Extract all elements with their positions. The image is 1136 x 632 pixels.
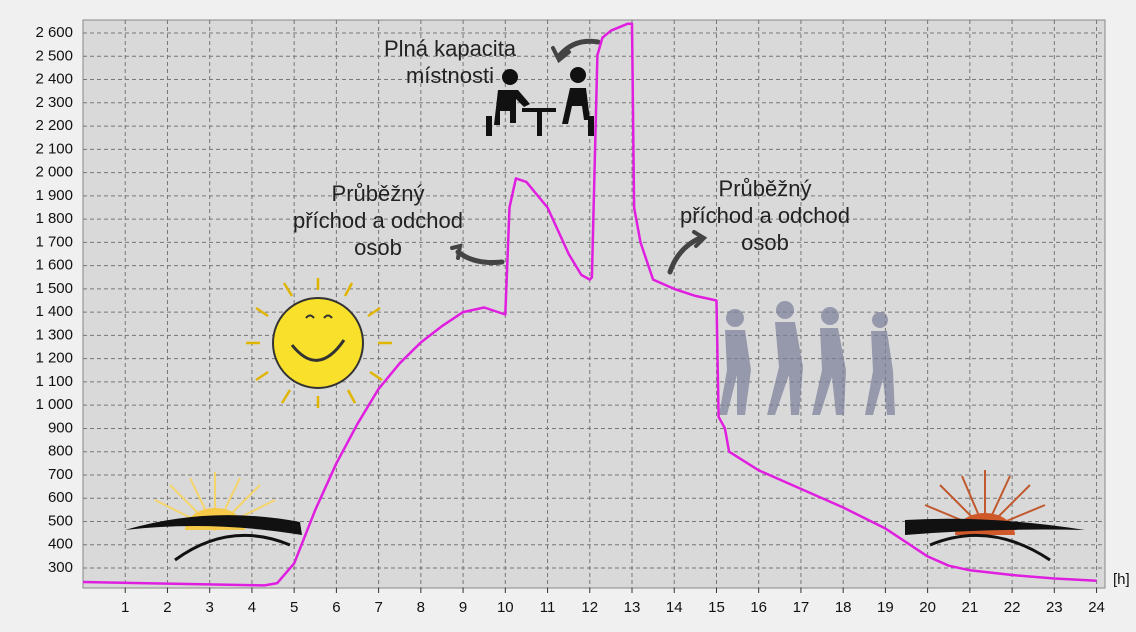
- y-tick-label: 2 200: [35, 117, 73, 134]
- y-tick-label: 1 100: [35, 373, 73, 390]
- y-tick-label: 1 900: [35, 187, 73, 204]
- y-tick-label: 2 100: [35, 140, 73, 157]
- y-tick-label: 300: [48, 559, 73, 576]
- marks: [82, 22, 1097, 587]
- y-tick-label: 2 400: [35, 71, 73, 88]
- y-tick-label: 1 200: [35, 350, 73, 367]
- x-tick-label: 3: [206, 599, 214, 616]
- annotation: Průběžný: [332, 181, 425, 206]
- annotation: příchod a odchod: [293, 208, 463, 233]
- y-tick-label: 400: [48, 536, 73, 553]
- annotation: osob: [741, 230, 789, 255]
- annotation: příchod a odchod: [680, 203, 850, 228]
- arrows: [450, 38, 708, 275]
- x-tick-label: 8: [417, 599, 425, 616]
- x-tick-label: 16: [750, 599, 767, 616]
- x-tick-label: 9: [459, 599, 467, 616]
- x-tick-label: 14: [666, 599, 683, 616]
- x-tick-label: 13: [624, 599, 641, 616]
- sunset-icon: [905, 470, 1085, 562]
- x-tick-label: 1: [121, 599, 129, 616]
- y-tick-label: 600: [48, 489, 73, 506]
- x-tick-label: 22: [1004, 599, 1021, 616]
- y-tick-label: 1 800: [35, 210, 73, 227]
- y-tick-label: 1 600: [35, 257, 73, 274]
- y-tick-label: 900: [48, 419, 73, 436]
- y-tick-label: 1 400: [35, 303, 73, 320]
- y-tick-label: 1 500: [35, 280, 73, 297]
- x-tick-label: 17: [793, 599, 810, 616]
- y-tick-label: 2 000: [35, 164, 73, 181]
- x-tick-label: 4: [248, 599, 256, 616]
- x-tick-label: 2: [163, 599, 171, 616]
- sunrise-icon: [125, 472, 302, 562]
- x-tick-label: 5: [290, 599, 298, 616]
- x-axis-label: [h]: [1113, 571, 1130, 588]
- y-tick-label: 700: [48, 466, 73, 483]
- annotation: Plná kapacita: [384, 36, 517, 61]
- y-tick-label: 1 300: [35, 326, 73, 343]
- walking-people-icon: [719, 301, 895, 415]
- y-tick-label: 1 700: [35, 233, 73, 250]
- sun-icon: [246, 278, 392, 408]
- data-line: [82, 22, 1097, 587]
- x-tick-label: 12: [581, 599, 598, 616]
- x-tick-label: 6: [332, 599, 340, 616]
- y-tick-label: 2 600: [35, 24, 73, 41]
- annotation: místnosti: [406, 63, 494, 88]
- x-tick-label: 19: [877, 599, 894, 616]
- x-tick-label: 24: [1088, 599, 1105, 616]
- x-tick-label: 11: [540, 599, 556, 616]
- x-tick-label: 20: [919, 599, 936, 616]
- y-tick-label: 1 000: [35, 396, 73, 413]
- people-table-icon: [486, 67, 594, 136]
- x-tick-label: 18: [835, 599, 852, 616]
- y-tick-label: 800: [48, 443, 73, 460]
- x-tick-label: 10: [497, 599, 514, 616]
- annotation: Průběžný: [719, 176, 812, 201]
- x-tick-label: 15: [708, 599, 725, 616]
- plot-area: [82, 19, 1106, 589]
- x-tick-label: 21: [962, 599, 979, 616]
- y-tick-label: 2 500: [35, 47, 73, 64]
- x-tick-label: 23: [1046, 599, 1063, 616]
- annotation: osob: [354, 235, 402, 260]
- x-tick-label: 7: [374, 599, 382, 616]
- y-tick-label: 500: [48, 512, 73, 529]
- y-tick-label: 2 300: [35, 94, 73, 111]
